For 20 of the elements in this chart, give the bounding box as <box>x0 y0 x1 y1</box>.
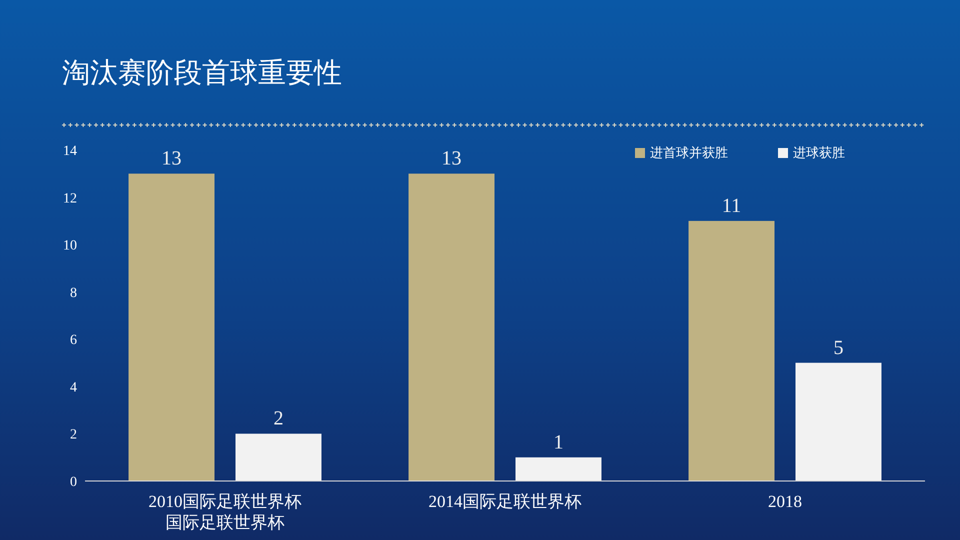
y-tick-label: 14 <box>63 144 77 159</box>
data-label: 13 <box>442 148 462 170</box>
legend-label: 进首球并获胜 <box>650 146 728 161</box>
y-tick-label: 12 <box>63 191 77 206</box>
y-tick-label: 0 <box>70 475 77 490</box>
x-tick-label: 2014国际足联世界杯 <box>428 492 582 511</box>
x-tick-label: 2010国际足联世界杯国际足联世界杯 <box>148 492 302 532</box>
title: 淘汰赛阶段首球重要性 <box>62 58 342 89</box>
data-label: 5 <box>833 336 844 359</box>
data-label: 13 <box>162 148 182 170</box>
data-label: 2 <box>273 408 284 430</box>
data-label: 1 <box>553 431 564 454</box>
y-tick-label: 10 <box>63 238 77 254</box>
y-tick-label: 4 <box>70 380 77 396</box>
x-tick-label: 2018 <box>768 492 802 511</box>
legend-label: 进球获胜 <box>793 146 845 161</box>
y-tick-label: 8 <box>70 286 77 301</box>
y-tick-label: 2 <box>70 428 77 443</box>
data-label: 11 <box>722 194 742 217</box>
y-tick-label: 6 <box>70 333 77 348</box>
